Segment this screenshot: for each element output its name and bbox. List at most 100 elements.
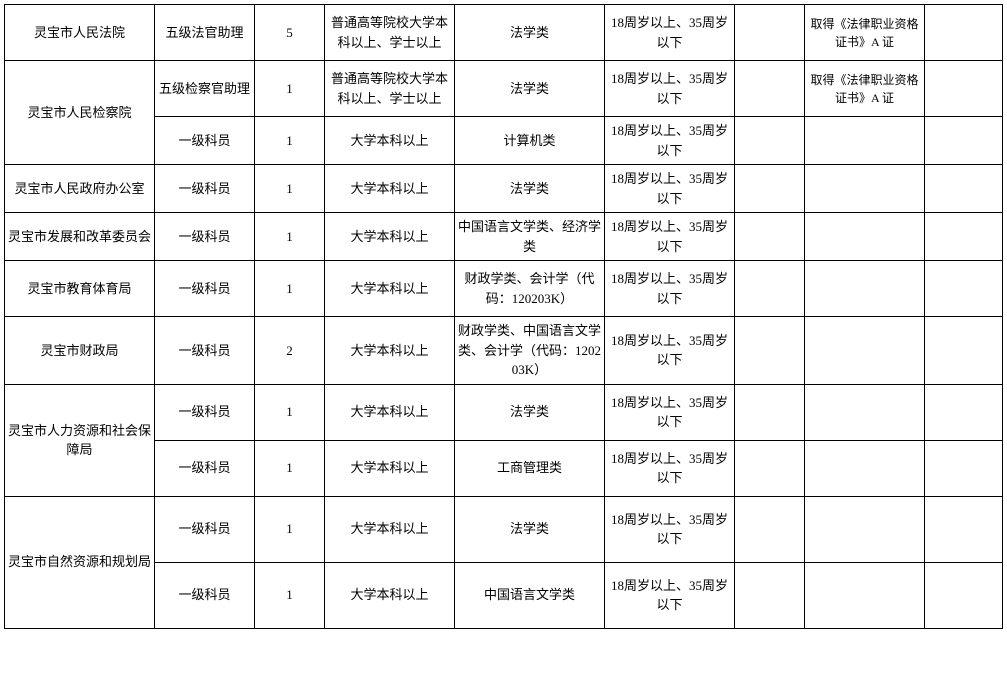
cell-blank2 [925, 496, 1003, 562]
cell-blank2 [925, 562, 1003, 628]
cell-position: 一级科员 [155, 440, 255, 496]
table-row: 灵宝市人民检察院 五级检察官助理 1 普通高等院校大学本科以上、学士以上 法学类… [5, 61, 1003, 117]
cell-education: 大学本科以上 [325, 562, 455, 628]
cell-education: 大学本科以上 [325, 213, 455, 261]
cell-org: 灵宝市人民检察院 [5, 61, 155, 165]
cell-position: 一级科员 [155, 317, 255, 385]
cell-age: 18周岁以上、35周岁以下 [605, 562, 735, 628]
cell-remark [805, 496, 925, 562]
cell-age: 18周岁以上、35周岁以下 [605, 117, 735, 165]
cell-blank1 [735, 384, 805, 440]
cell-education: 普通高等院校大学本科以上、学士以上 [325, 5, 455, 61]
cell-org: 灵宝市自然资源和规划局 [5, 496, 155, 628]
cell-age: 18周岁以上、35周岁以下 [605, 317, 735, 385]
cell-education: 大学本科以上 [325, 117, 455, 165]
cell-position: 一级科员 [155, 496, 255, 562]
cell-count: 5 [255, 5, 325, 61]
cell-blank2 [925, 165, 1003, 213]
cell-position: 一级科员 [155, 213, 255, 261]
cell-age: 18周岁以上、35周岁以下 [605, 261, 735, 317]
cell-major: 工商管理类 [455, 440, 605, 496]
cell-count: 1 [255, 213, 325, 261]
cell-major: 法学类 [455, 384, 605, 440]
cell-count: 1 [255, 165, 325, 213]
table-row: 灵宝市发展和改革委员会 一级科员 1 大学本科以上 中国语言文学类、经济学类 1… [5, 213, 1003, 261]
cell-age: 18周岁以上、35周岁以下 [605, 165, 735, 213]
cell-blank1 [735, 165, 805, 213]
cell-remark [805, 213, 925, 261]
cell-education: 大学本科以上 [325, 496, 455, 562]
cell-major: 中国语言文学类 [455, 562, 605, 628]
cell-remark [805, 562, 925, 628]
table-body: 灵宝市人民法院 五级法官助理 5 普通高等院校大学本科以上、学士以上 法学类 1… [5, 5, 1003, 629]
table-row: 一级科员 1 大学本科以上 中国语言文学类 18周岁以上、35周岁以下 [5, 562, 1003, 628]
cell-education: 大学本科以上 [325, 317, 455, 385]
cell-blank2 [925, 117, 1003, 165]
cell-org: 灵宝市人力资源和社会保障局 [5, 384, 155, 496]
cell-blank2 [925, 440, 1003, 496]
cell-org: 灵宝市教育体育局 [5, 261, 155, 317]
cell-age: 18周岁以上、35周岁以下 [605, 5, 735, 61]
cell-blank1 [735, 496, 805, 562]
cell-position: 一级科员 [155, 562, 255, 628]
cell-blank1 [735, 261, 805, 317]
cell-education: 大学本科以上 [325, 261, 455, 317]
cell-education: 大学本科以上 [325, 384, 455, 440]
cell-org: 灵宝市人民法院 [5, 5, 155, 61]
table-row: 一级科员 1 大学本科以上 工商管理类 18周岁以上、35周岁以下 [5, 440, 1003, 496]
cell-remark [805, 384, 925, 440]
table-row: 一级科员 1 大学本科以上 计算机类 18周岁以上、35周岁以下 [5, 117, 1003, 165]
cell-major: 法学类 [455, 5, 605, 61]
cell-blank2 [925, 384, 1003, 440]
cell-major: 法学类 [455, 496, 605, 562]
table-row: 灵宝市人力资源和社会保障局 一级科员 1 大学本科以上 法学类 18周岁以上、3… [5, 384, 1003, 440]
cell-major: 财政学类、中国语言文学类、会计学（代码：120203K） [455, 317, 605, 385]
table-row: 灵宝市人民政府办公室 一级科员 1 大学本科以上 法学类 18周岁以上、35周岁… [5, 165, 1003, 213]
cell-count: 1 [255, 562, 325, 628]
cell-age: 18周岁以上、35周岁以下 [605, 440, 735, 496]
cell-remark [805, 317, 925, 385]
cell-blank2 [925, 5, 1003, 61]
cell-major: 法学类 [455, 165, 605, 213]
cell-blank1 [735, 562, 805, 628]
cell-count: 2 [255, 317, 325, 385]
cell-education: 大学本科以上 [325, 440, 455, 496]
cell-age: 18周岁以上、35周岁以下 [605, 496, 735, 562]
cell-position: 一级科员 [155, 261, 255, 317]
cell-blank1 [735, 317, 805, 385]
cell-age: 18周岁以上、35周岁以下 [605, 61, 735, 117]
table-row: 灵宝市财政局 一级科员 2 大学本科以上 财政学类、中国语言文学类、会计学（代码… [5, 317, 1003, 385]
cell-remark [805, 261, 925, 317]
cell-count: 1 [255, 261, 325, 317]
cell-position: 五级检察官助理 [155, 61, 255, 117]
cell-count: 1 [255, 61, 325, 117]
cell-remark [805, 165, 925, 213]
cell-blank2 [925, 61, 1003, 117]
cell-age: 18周岁以上、35周岁以下 [605, 384, 735, 440]
cell-position: 一级科员 [155, 384, 255, 440]
cell-blank1 [735, 5, 805, 61]
table-row: 灵宝市自然资源和规划局 一级科员 1 大学本科以上 法学类 18周岁以上、35周… [5, 496, 1003, 562]
cell-education: 普通高等院校大学本科以上、学士以上 [325, 61, 455, 117]
cell-position: 一级科员 [155, 165, 255, 213]
cell-remark: 取得《法律职业资格证书》A 证 [805, 5, 925, 61]
cell-count: 1 [255, 496, 325, 562]
cell-major: 计算机类 [455, 117, 605, 165]
cell-remark: 取得《法律职业资格证书》A 证 [805, 61, 925, 117]
cell-blank2 [925, 213, 1003, 261]
cell-count: 1 [255, 440, 325, 496]
cell-org: 灵宝市人民政府办公室 [5, 165, 155, 213]
cell-org: 灵宝市财政局 [5, 317, 155, 385]
cell-education: 大学本科以上 [325, 165, 455, 213]
cell-position: 一级科员 [155, 117, 255, 165]
table-row: 灵宝市教育体育局 一级科员 1 大学本科以上 财政学类、会计学（代码：12020… [5, 261, 1003, 317]
table-row: 灵宝市人民法院 五级法官助理 5 普通高等院校大学本科以上、学士以上 法学类 1… [5, 5, 1003, 61]
cell-blank1 [735, 117, 805, 165]
cell-org: 灵宝市发展和改革委员会 [5, 213, 155, 261]
cell-position: 五级法官助理 [155, 5, 255, 61]
recruitment-table: 灵宝市人民法院 五级法官助理 5 普通高等院校大学本科以上、学士以上 法学类 1… [4, 4, 1003, 629]
cell-blank1 [735, 61, 805, 117]
cell-major: 法学类 [455, 61, 605, 117]
cell-age: 18周岁以上、35周岁以下 [605, 213, 735, 261]
cell-count: 1 [255, 384, 325, 440]
